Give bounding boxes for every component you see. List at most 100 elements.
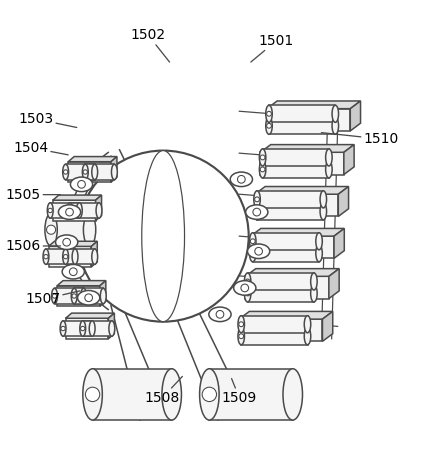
Circle shape bbox=[237, 176, 245, 183]
Ellipse shape bbox=[96, 203, 102, 218]
Polygon shape bbox=[246, 268, 339, 276]
Ellipse shape bbox=[92, 249, 98, 264]
Circle shape bbox=[81, 326, 85, 331]
Ellipse shape bbox=[233, 280, 256, 295]
Ellipse shape bbox=[238, 316, 244, 333]
Polygon shape bbox=[108, 313, 115, 339]
Polygon shape bbox=[263, 149, 329, 166]
Circle shape bbox=[255, 248, 263, 255]
Ellipse shape bbox=[230, 172, 253, 187]
Polygon shape bbox=[239, 319, 322, 341]
Polygon shape bbox=[267, 109, 350, 131]
Ellipse shape bbox=[238, 328, 244, 345]
Polygon shape bbox=[50, 203, 79, 218]
Polygon shape bbox=[209, 369, 293, 420]
Polygon shape bbox=[246, 276, 329, 298]
Ellipse shape bbox=[260, 149, 266, 166]
Polygon shape bbox=[66, 249, 95, 264]
Ellipse shape bbox=[244, 285, 251, 302]
Circle shape bbox=[250, 251, 255, 255]
Ellipse shape bbox=[100, 288, 106, 304]
Polygon shape bbox=[66, 313, 115, 318]
Ellipse shape bbox=[62, 264, 84, 279]
Ellipse shape bbox=[200, 369, 219, 420]
Polygon shape bbox=[92, 369, 172, 420]
Circle shape bbox=[266, 123, 271, 128]
Ellipse shape bbox=[62, 164, 69, 180]
Polygon shape bbox=[63, 321, 92, 336]
Polygon shape bbox=[248, 273, 314, 290]
Polygon shape bbox=[53, 200, 95, 221]
Circle shape bbox=[250, 239, 255, 243]
Ellipse shape bbox=[59, 205, 81, 219]
Text: 1506: 1506 bbox=[5, 239, 60, 253]
Circle shape bbox=[239, 334, 243, 339]
Polygon shape bbox=[57, 280, 106, 286]
Circle shape bbox=[260, 155, 265, 160]
Ellipse shape bbox=[60, 321, 66, 336]
Ellipse shape bbox=[332, 105, 339, 122]
Polygon shape bbox=[91, 241, 97, 267]
Ellipse shape bbox=[332, 117, 339, 134]
Polygon shape bbox=[250, 228, 344, 236]
Circle shape bbox=[46, 225, 56, 234]
Polygon shape bbox=[269, 117, 335, 134]
Circle shape bbox=[63, 255, 68, 259]
Ellipse shape bbox=[72, 249, 78, 264]
Polygon shape bbox=[263, 161, 329, 178]
Polygon shape bbox=[46, 249, 75, 264]
Polygon shape bbox=[253, 245, 319, 262]
Circle shape bbox=[69, 268, 77, 275]
Circle shape bbox=[260, 167, 265, 172]
Ellipse shape bbox=[260, 161, 266, 178]
Ellipse shape bbox=[142, 151, 184, 322]
Text: 1503: 1503 bbox=[18, 112, 77, 128]
Polygon shape bbox=[344, 145, 354, 175]
Circle shape bbox=[239, 322, 243, 327]
Ellipse shape bbox=[320, 191, 326, 208]
Circle shape bbox=[63, 170, 68, 174]
Ellipse shape bbox=[43, 249, 49, 264]
Polygon shape bbox=[257, 191, 323, 208]
Ellipse shape bbox=[316, 245, 322, 262]
Circle shape bbox=[241, 284, 249, 292]
Ellipse shape bbox=[71, 288, 77, 304]
Polygon shape bbox=[255, 194, 338, 217]
Ellipse shape bbox=[78, 291, 100, 305]
Polygon shape bbox=[66, 318, 108, 339]
Polygon shape bbox=[350, 101, 361, 131]
Polygon shape bbox=[241, 316, 308, 333]
Ellipse shape bbox=[81, 288, 86, 304]
Polygon shape bbox=[322, 311, 333, 341]
Polygon shape bbox=[100, 280, 106, 306]
Ellipse shape bbox=[209, 307, 231, 322]
Ellipse shape bbox=[283, 369, 302, 420]
Text: 1501: 1501 bbox=[251, 34, 294, 62]
Ellipse shape bbox=[320, 203, 326, 220]
Ellipse shape bbox=[109, 321, 115, 336]
Ellipse shape bbox=[316, 233, 322, 250]
Ellipse shape bbox=[83, 369, 102, 420]
Polygon shape bbox=[257, 203, 323, 220]
Circle shape bbox=[202, 387, 217, 401]
Ellipse shape bbox=[62, 249, 69, 264]
Circle shape bbox=[68, 208, 72, 213]
Text: 1508: 1508 bbox=[145, 377, 182, 405]
Polygon shape bbox=[260, 145, 354, 152]
Circle shape bbox=[78, 151, 249, 322]
Circle shape bbox=[48, 208, 53, 213]
Polygon shape bbox=[49, 241, 97, 246]
Ellipse shape bbox=[92, 164, 98, 180]
Text: 1507: 1507 bbox=[25, 291, 80, 306]
Circle shape bbox=[245, 279, 250, 284]
Ellipse shape bbox=[250, 245, 256, 262]
Ellipse shape bbox=[56, 235, 78, 249]
Polygon shape bbox=[49, 246, 91, 267]
Polygon shape bbox=[267, 101, 361, 109]
Ellipse shape bbox=[244, 273, 251, 290]
Text: 1510: 1510 bbox=[322, 132, 399, 146]
Polygon shape bbox=[53, 195, 102, 200]
Circle shape bbox=[78, 181, 85, 188]
Ellipse shape bbox=[247, 244, 270, 259]
Ellipse shape bbox=[52, 288, 57, 304]
